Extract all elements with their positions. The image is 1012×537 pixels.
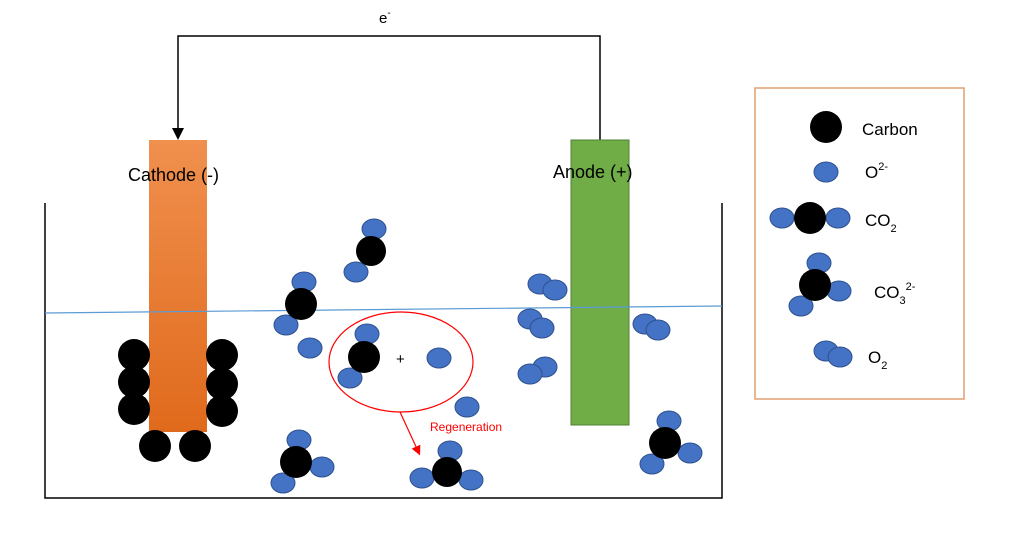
o2-molecule bbox=[517, 308, 555, 339]
carbonate-molecule bbox=[639, 410, 703, 475]
oxygen-atom bbox=[529, 317, 555, 339]
oxide-ion bbox=[454, 396, 480, 418]
carbon-atom bbox=[794, 202, 826, 234]
carbon-atom bbox=[118, 366, 150, 398]
oxygen-atom bbox=[517, 363, 543, 385]
electron-label: e- bbox=[379, 8, 391, 27]
legend-co2-symbol bbox=[769, 202, 851, 234]
oxygen-atom bbox=[827, 346, 853, 368]
oxygen-atom bbox=[542, 279, 568, 301]
oxygen-atom bbox=[825, 207, 851, 229]
carbon-atom bbox=[206, 395, 238, 427]
oxygen-atom bbox=[337, 367, 363, 389]
cathode-electrode bbox=[149, 140, 207, 432]
carbon-atom bbox=[649, 427, 681, 459]
oxygen-atom bbox=[361, 218, 387, 240]
circuit-wire bbox=[172, 35, 601, 140]
anode-label: Anode (+) bbox=[553, 162, 633, 182]
regeneration-label: Regeneration bbox=[430, 420, 502, 434]
carbon-atom bbox=[139, 430, 171, 462]
electrolysis-container bbox=[44, 203, 723, 499]
regenerated-carbonate-molecule bbox=[409, 440, 484, 491]
oxygen-atom bbox=[769, 207, 795, 229]
carbon-atom bbox=[280, 446, 312, 478]
carbon-atom bbox=[356, 236, 386, 266]
legend-oxide-symbol bbox=[813, 161, 839, 183]
carbon-atom bbox=[206, 368, 238, 400]
oxygen-atom bbox=[458, 469, 484, 491]
carbon-atom bbox=[118, 339, 150, 371]
o2-molecule bbox=[632, 313, 671, 341]
o2-molecule bbox=[517, 356, 558, 385]
electrolyte-surface-line bbox=[44, 305, 723, 314]
oxygen-atom bbox=[297, 337, 323, 359]
legend-carbonate-symbol bbox=[788, 252, 852, 317]
legend-carbon-label: Carbon bbox=[862, 120, 918, 139]
oxygen-atom bbox=[309, 456, 335, 478]
oxygen-atom bbox=[677, 442, 703, 464]
cathode-label: Cathode (-) bbox=[128, 165, 219, 185]
carbon-atom bbox=[799, 269, 831, 301]
oxygen-atom bbox=[639, 453, 665, 475]
regeneration-arrow bbox=[399, 411, 421, 456]
carbonate-molecule bbox=[273, 271, 323, 359]
carbon-atom bbox=[432, 457, 462, 487]
carbon-atom bbox=[348, 341, 380, 373]
carbonate-molecule bbox=[270, 429, 335, 494]
legend-oxide-label: O2- bbox=[865, 161, 888, 182]
carbon-atom bbox=[206, 339, 238, 371]
o2-molecule bbox=[527, 273, 568, 301]
reactant-co2 bbox=[337, 323, 380, 389]
oxygen-atom bbox=[409, 467, 435, 489]
carbon-atom bbox=[118, 393, 150, 425]
oxygen-atom bbox=[270, 472, 296, 494]
oxygen-atom bbox=[343, 261, 369, 283]
oxygen-atom bbox=[273, 314, 299, 336]
plus-sign: + bbox=[396, 351, 405, 368]
reaction-highlight-circle bbox=[328, 311, 474, 413]
legend-carbonate-label: CO32- bbox=[874, 281, 916, 307]
co2-molecule bbox=[343, 218, 387, 283]
legend-o2-symbol bbox=[813, 340, 853, 368]
carbon-atom bbox=[285, 288, 317, 320]
reactant-oxide-ion bbox=[426, 347, 452, 369]
legend-co2-label: CO2 bbox=[865, 211, 897, 235]
carbon-atom bbox=[179, 430, 211, 462]
legend-box bbox=[754, 87, 965, 400]
legend-carbon-symbol bbox=[810, 111, 842, 143]
oxygen-atom bbox=[354, 323, 380, 345]
legend-o2-label: O2 bbox=[868, 348, 887, 372]
oxygen-atom bbox=[645, 319, 671, 341]
anode-electrode bbox=[570, 139, 630, 426]
cathode-carbon-deposits bbox=[118, 339, 238, 462]
oxygen-atom bbox=[788, 295, 814, 317]
